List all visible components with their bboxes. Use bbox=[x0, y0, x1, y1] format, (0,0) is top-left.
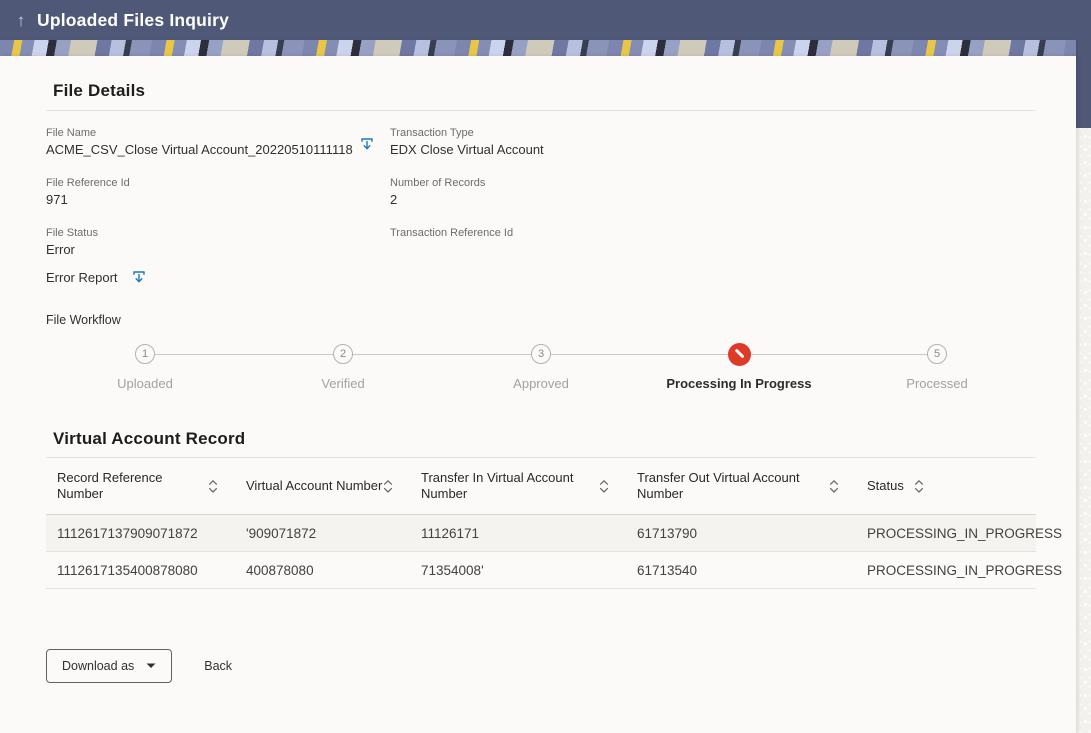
field-transaction-reference-id: Transaction Reference Id bbox=[390, 227, 513, 242]
content-card: File Details File Name ACME_CSV_Close Vi… bbox=[0, 56, 1076, 733]
download-as-label: Download as bbox=[62, 659, 135, 673]
column-header-transfer-in-virtual-account-number: Transfer In Virtual Account Number bbox=[421, 470, 637, 503]
field-label: Number of Records bbox=[390, 177, 486, 189]
field-value: 2 bbox=[390, 192, 398, 207]
field-label: File Reference Id bbox=[46, 177, 130, 189]
field-value: Error bbox=[46, 242, 75, 257]
step-label-verified: Verified bbox=[321, 376, 365, 391]
records-table: Record Reference Number Virtual Account … bbox=[46, 458, 1063, 589]
cell-transfer-in-virtual-account-number: 71354008' bbox=[421, 562, 484, 578]
step-label-processed: Processed bbox=[906, 376, 968, 391]
field-file-name: File Name ACME_CSV_Close Virtual Account… bbox=[46, 127, 375, 157]
step-number: 2 bbox=[339, 348, 347, 360]
error-slash-icon bbox=[733, 348, 745, 360]
decorative-banner bbox=[0, 40, 1076, 56]
step-label-approved: Approved bbox=[513, 376, 569, 391]
cell-transfer-out-virtual-account-number: 61713540 bbox=[637, 562, 698, 578]
step-number: 5 bbox=[933, 348, 941, 360]
step-circle-verified: 2 bbox=[333, 344, 353, 364]
column-header-virtual-account-number: Virtual Account Number bbox=[246, 478, 421, 494]
top-header-bar: ↑ Uploaded Files Inquiry bbox=[0, 0, 1091, 40]
step-number: 1 bbox=[141, 348, 149, 360]
error-report: Error Report bbox=[46, 270, 147, 285]
step-circle-processing-error bbox=[727, 342, 751, 366]
action-bar: Download as Back bbox=[46, 649, 232, 683]
field-label: File Status bbox=[46, 227, 98, 239]
chevron-down-icon bbox=[146, 663, 156, 669]
column-header-record-reference-number: Record Reference Number bbox=[46, 470, 246, 503]
step-circle-uploaded: 1 bbox=[135, 344, 155, 364]
column-label: Transfer Out Virtual Account Number bbox=[637, 469, 800, 501]
field-number-of-records: Number of Records 2 bbox=[390, 177, 485, 207]
column-header-transfer-out-virtual-account-number: Transfer Out Virtual Account Number bbox=[637, 470, 867, 503]
field-file-status: File Status Error bbox=[46, 227, 98, 257]
table-row: 1112617135400878080 400878080 71354008' … bbox=[46, 552, 1063, 589]
column-header-status: Status bbox=[867, 478, 1036, 494]
table-body: 1112617137909071872 '909071872 11126171 … bbox=[46, 515, 1063, 589]
field-value: EDX Close Virtual Account bbox=[390, 142, 544, 157]
cell-status: PROCESSING_IN_PROGRESS bbox=[867, 562, 1063, 578]
field-label: File Name bbox=[46, 127, 97, 139]
sort-icon[interactable] bbox=[383, 479, 393, 494]
file-workflow-stepper: 1 Uploaded 2 Verified 3 Approved Process… bbox=[0, 336, 1076, 456]
virtual-account-record-heading: Virtual Account Record bbox=[53, 429, 246, 448]
download-file-icon[interactable] bbox=[359, 136, 375, 152]
step-circle-processed: 5 bbox=[927, 344, 947, 364]
cell-record-reference-number: 1112617135400878080 bbox=[57, 562, 198, 578]
download-as-button[interactable]: Download as bbox=[46, 649, 173, 683]
divider bbox=[46, 110, 1036, 111]
page-title: Uploaded Files Inquiry bbox=[37, 9, 230, 30]
cell-status: PROCESSING_IN_PROGRESS bbox=[867, 525, 1063, 541]
table-header-row: Record Reference Number Virtual Account … bbox=[46, 458, 1036, 515]
field-transaction-type: Transaction Type EDX Close Virtual Accou… bbox=[390, 127, 544, 157]
file-details-heading: File Details bbox=[53, 81, 146, 100]
background-right-gutter bbox=[1076, 40, 1091, 128]
column-label: Transfer In Virtual Account Number bbox=[421, 469, 574, 501]
step-label-processing-in-progress: Processing In Progress bbox=[666, 376, 812, 391]
field-file-reference-id: File Reference Id 971 bbox=[46, 177, 130, 207]
back-link[interactable]: Back bbox=[204, 659, 233, 673]
column-label: Virtual Account Number bbox=[246, 477, 383, 493]
table-row: 1112617137909071872 '909071872 11126171 … bbox=[46, 515, 1063, 552]
field-value: ACME_CSV_Close Virtual Account_202205101… bbox=[46, 142, 353, 157]
cell-transfer-out-virtual-account-number: 61713790 bbox=[637, 525, 698, 541]
error-report-label: Error Report bbox=[46, 270, 118, 285]
cell-virtual-account-number: 400878080 bbox=[246, 562, 314, 578]
sort-icon[interactable] bbox=[599, 479, 609, 494]
step-circle-approved: 3 bbox=[531, 344, 551, 364]
scroll-top-arrow-icon[interactable]: ↑ bbox=[16, 10, 26, 30]
download-error-report-icon[interactable] bbox=[131, 269, 147, 285]
sort-icon[interactable] bbox=[208, 479, 218, 494]
cell-virtual-account-number: '909071872 bbox=[246, 525, 317, 541]
step-number: 3 bbox=[537, 348, 545, 360]
column-label: Record Reference Number bbox=[57, 469, 163, 501]
sort-icon[interactable] bbox=[914, 479, 924, 494]
field-value: 971 bbox=[46, 192, 68, 207]
field-label: Transaction Reference Id bbox=[390, 227, 514, 239]
step-label-uploaded: Uploaded bbox=[117, 376, 173, 391]
file-workflow-label: File Workflow bbox=[46, 313, 121, 327]
column-label: Status bbox=[867, 477, 904, 493]
cell-record-reference-number: 1112617137909071872 bbox=[57, 525, 198, 541]
cell-transfer-in-virtual-account-number: 11126171 bbox=[421, 525, 480, 541]
divider bbox=[46, 457, 1036, 458]
field-label: Transaction Type bbox=[390, 127, 474, 139]
sort-icon[interactable] bbox=[829, 479, 839, 494]
